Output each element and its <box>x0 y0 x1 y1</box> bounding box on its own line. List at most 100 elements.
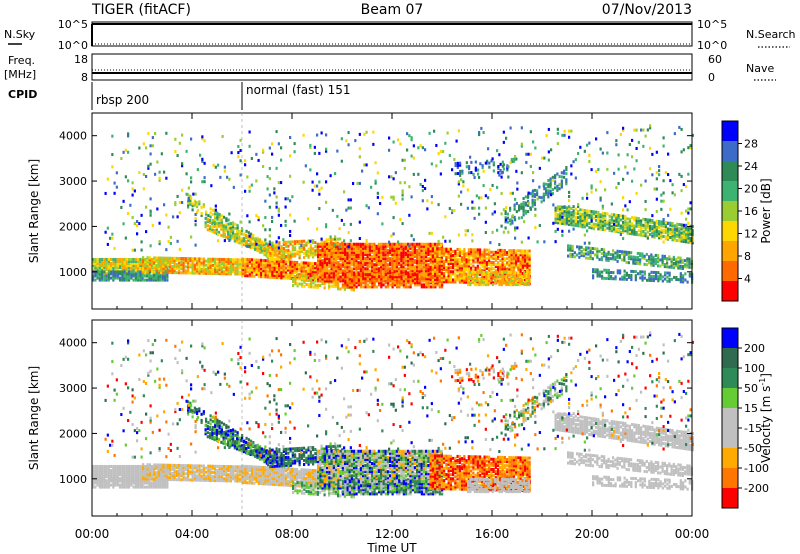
power-cell <box>373 275 376 279</box>
power-cell <box>214 210 217 214</box>
power-cell <box>596 247 599 251</box>
power-cell <box>271 257 274 261</box>
power-cell <box>330 261 333 265</box>
power-cell <box>522 201 525 205</box>
power-cell <box>688 263 691 267</box>
power-cell <box>554 174 557 178</box>
power-cell <box>234 266 237 270</box>
power-cell <box>449 249 452 253</box>
power-cell <box>282 276 285 280</box>
power-cell <box>595 222 598 226</box>
power-cell <box>355 252 358 256</box>
power-cell <box>127 179 130 183</box>
power-cell <box>488 279 491 283</box>
power-cell <box>269 251 272 255</box>
power-cell <box>571 253 574 257</box>
power-cell <box>458 266 461 270</box>
power-cell <box>278 243 281 247</box>
power-cell <box>461 270 464 274</box>
power-cell <box>253 266 256 270</box>
power-cell <box>505 283 508 287</box>
power-cell <box>559 217 562 221</box>
power-cell <box>443 247 446 251</box>
power-cell <box>305 263 308 267</box>
power-cell <box>688 261 691 265</box>
power-cell <box>337 242 340 246</box>
power-cell <box>326 277 329 281</box>
power-cell <box>362 248 365 252</box>
power-cell <box>337 279 340 283</box>
power-cell <box>350 261 353 265</box>
power-cell <box>229 222 232 226</box>
power-cell <box>323 279 326 283</box>
power-cell <box>246 214 249 218</box>
power-cell <box>474 260 477 264</box>
power-cell <box>686 261 689 265</box>
power-cell <box>483 258 486 262</box>
power-cell <box>257 218 260 222</box>
power-cell <box>380 277 383 281</box>
power-cell <box>130 266 133 270</box>
power-cell <box>420 273 423 277</box>
power-cell <box>499 248 502 252</box>
power-cell <box>323 240 326 244</box>
power-cell <box>639 254 642 258</box>
power-cell <box>101 260 104 263</box>
power-cell <box>132 257 135 261</box>
power-cell <box>418 250 421 254</box>
power-cell <box>384 248 387 252</box>
power-cell <box>513 159 516 163</box>
power-cell <box>244 272 247 276</box>
power-cell <box>234 260 237 264</box>
power-cell <box>434 251 437 255</box>
power-cell <box>307 251 310 255</box>
power-cell <box>440 263 443 267</box>
power-cell <box>213 220 216 224</box>
power-cell <box>332 244 335 248</box>
power-cell <box>615 217 618 221</box>
power-cell <box>269 261 272 265</box>
power-cell <box>454 249 457 253</box>
power-cell <box>586 223 589 227</box>
power-cell <box>348 255 351 259</box>
power-cell <box>583 221 586 225</box>
power-cell <box>514 270 517 274</box>
power-cell <box>190 180 193 184</box>
power-cell <box>512 255 515 259</box>
power-cell <box>262 258 265 262</box>
power-cell <box>309 265 312 269</box>
power-cell <box>409 250 412 254</box>
power-cell <box>490 281 493 285</box>
power-cell <box>404 250 407 254</box>
power-cell <box>166 258 169 262</box>
power-cell <box>146 278 149 282</box>
power-cell <box>323 248 326 252</box>
power-cell <box>227 234 230 238</box>
power-cell <box>682 235 685 239</box>
power-cell <box>570 206 573 210</box>
power-cell <box>107 270 110 274</box>
power-cell <box>395 259 398 263</box>
power-cell <box>271 275 274 279</box>
power-cell <box>425 252 428 256</box>
power-cell <box>209 269 212 273</box>
power-cell <box>398 255 401 259</box>
power-cell <box>680 239 683 243</box>
power-cell <box>661 258 664 262</box>
power-cell <box>323 286 326 290</box>
power-cell <box>569 252 572 256</box>
power-cell <box>626 217 629 221</box>
power-cell <box>232 258 235 262</box>
cpid-segment-1: rbsp 200 <box>96 93 149 107</box>
power-cell <box>661 260 664 264</box>
power-cell <box>567 246 570 250</box>
power-cell <box>207 259 210 263</box>
power-cell <box>130 260 133 263</box>
power-cell <box>554 220 557 224</box>
power-cell <box>112 276 115 280</box>
power-cell <box>404 244 407 248</box>
power-cell <box>413 242 416 246</box>
power-cell <box>280 158 283 162</box>
power-cell <box>671 232 674 236</box>
power-cell <box>497 279 500 283</box>
